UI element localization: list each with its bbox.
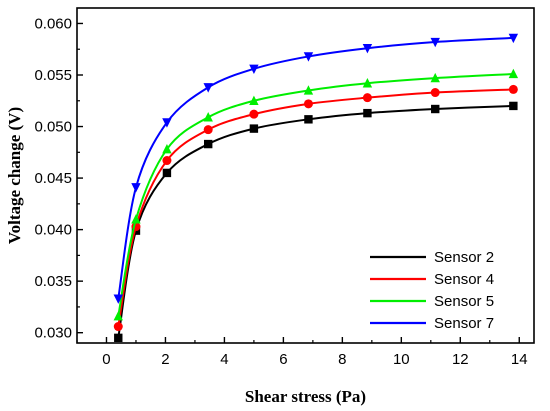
y-axis-title: Voltage change (V) <box>5 107 24 244</box>
data-point <box>131 183 141 193</box>
data-point <box>303 52 314 62</box>
data-point <box>203 83 213 93</box>
x-tick-label: 8 <box>338 351 346 368</box>
data-point <box>249 109 259 119</box>
legend-label: Sensor 7 <box>434 315 494 332</box>
data-point <box>131 214 141 224</box>
x-tick-label: 0 <box>102 351 110 368</box>
x-tick-label: 6 <box>279 351 287 368</box>
y-tick-label: 0.060 <box>34 15 72 32</box>
data-point <box>303 99 313 109</box>
data-point <box>508 84 518 94</box>
data-point <box>249 95 259 105</box>
legend-item: Sensor 2 <box>370 249 494 266</box>
legend-label: Sensor 5 <box>434 293 494 310</box>
x-axis-title: Shear stress (Pa) <box>245 387 366 406</box>
axes <box>76 7 535 344</box>
data-point <box>249 124 259 133</box>
data-point <box>204 139 213 149</box>
legend-item: Sensor 7 <box>370 315 494 332</box>
y-tick-label: 0.045 <box>34 170 72 187</box>
legend-label: Sensor 2 <box>434 249 494 266</box>
series-line <box>117 88 514 327</box>
data-point <box>162 118 172 128</box>
data-point <box>430 88 440 98</box>
y-tick-label: 0.035 <box>34 273 72 290</box>
data-point <box>362 78 373 88</box>
series-sensor-7 <box>113 33 519 304</box>
x-tick-label: 14 <box>511 351 528 368</box>
data-point <box>508 33 519 44</box>
data-point <box>162 156 172 166</box>
data-point <box>431 104 440 114</box>
data-point <box>203 112 213 122</box>
data-point <box>362 93 372 103</box>
legend-label: Sensor 4 <box>434 271 494 288</box>
data-point <box>430 72 440 83</box>
y-tick-label: 0.030 <box>34 325 72 342</box>
data-point <box>162 144 172 154</box>
data-point <box>162 168 172 178</box>
legend-item: Sensor 4 <box>370 271 494 288</box>
y-tick-label: 0.050 <box>34 119 72 136</box>
data-point <box>508 68 519 79</box>
plot-frame <box>76 7 535 344</box>
x-tick-label: 12 <box>452 351 469 368</box>
data-point <box>113 294 123 304</box>
x-axis-ticks: 0 2 4 6 8 10 12 14 <box>76 337 528 368</box>
y-tick-label: 0.055 <box>34 67 72 84</box>
series-layer <box>113 33 519 343</box>
y-tick-label: 0.040 <box>34 222 72 239</box>
series-sensor-5 <box>113 68 519 321</box>
data-point <box>304 115 313 124</box>
data-point <box>362 44 373 54</box>
data-point <box>249 64 259 75</box>
data-point <box>430 37 440 48</box>
x-tick-label: 2 <box>161 351 169 368</box>
data-point <box>113 322 123 332</box>
data-point <box>203 125 213 135</box>
data-point <box>113 311 123 321</box>
data-point <box>509 101 518 111</box>
data-point <box>114 333 123 343</box>
legend: Sensor 2 Sensor 4 Sensor 5 Sensor 7 <box>370 249 494 332</box>
data-point <box>303 85 314 95</box>
y-axis-ticks: 0.030 0.035 0.040 0.045 0.050 0.055 0.060 <box>34 15 83 342</box>
x-tick-label: 4 <box>220 351 228 368</box>
x-tick-label: 10 <box>393 351 410 368</box>
data-point <box>363 108 372 118</box>
legend-item: Sensor 5 <box>370 293 494 310</box>
